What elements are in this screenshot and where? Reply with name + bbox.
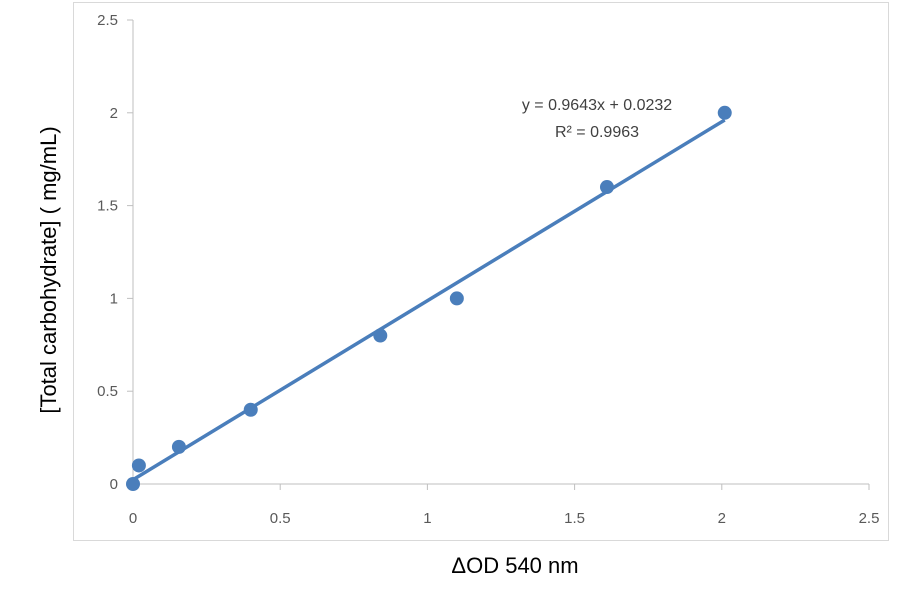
- data-point: [449, 291, 464, 306]
- data-point: [243, 402, 258, 417]
- data-point: [171, 439, 186, 454]
- y-tick-label: 0.5: [97, 383, 118, 400]
- y-tick-label: 1.5: [97, 198, 118, 215]
- data-point: [599, 180, 614, 195]
- y-tick-label: 2.5: [97, 12, 118, 29]
- y-axis-label: [Total carbohydrate] ( mg/mL): [36, 126, 61, 414]
- data-point: [373, 328, 388, 343]
- y-tick-label: 1: [110, 290, 118, 307]
- data-point: [131, 458, 146, 473]
- equation-label: y = 0.9643x + 0.0232: [522, 97, 672, 114]
- data-point: [717, 105, 732, 120]
- r2-label: R² = 0.9963: [555, 124, 639, 141]
- x-axis-label: ΔOD 540 nm: [451, 553, 579, 578]
- x-tick-label: 0: [129, 510, 137, 527]
- data-point: [126, 477, 140, 491]
- x-tick-label: 1.5: [564, 510, 585, 527]
- y-tick-label: 0: [110, 476, 118, 493]
- trendline: [132, 118, 726, 482]
- chart-frame: [73, 2, 889, 541]
- y-tick-label: 2: [110, 105, 118, 122]
- x-tick-label: 2: [718, 510, 726, 527]
- x-tick-label: 0.5: [270, 510, 291, 527]
- x-tick-label: 1: [423, 510, 431, 527]
- x-tick-label: 2.5: [859, 510, 880, 527]
